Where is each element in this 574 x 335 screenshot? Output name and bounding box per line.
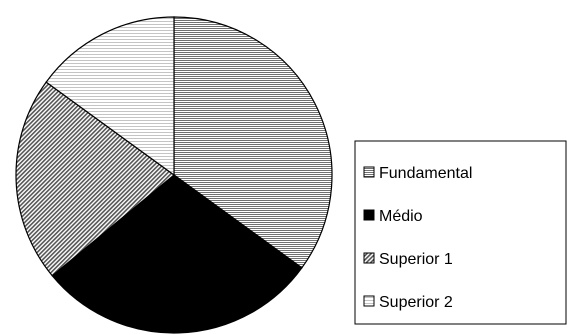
legend-swatch-3	[363, 252, 375, 264]
legend-label-3: Superior 1	[379, 251, 453, 268]
pie-slice-fundamental	[173, 16, 333, 269]
legend-swatch-1	[363, 166, 375, 178]
pie-slice-m-dio	[51, 174, 303, 334]
pie-slices	[15, 16, 333, 334]
legend-swatch-4	[363, 295, 375, 307]
legend-label-4: Superior 2	[379, 294, 453, 311]
legend: Fundamental Médio Superior 1 Superior 2	[354, 140, 567, 325]
legend-box	[354, 140, 567, 325]
legend-label-2: Médio	[379, 208, 423, 225]
legend-label-1: Fundamental	[379, 165, 472, 182]
pie-slice-superior-1	[15, 81, 175, 277]
legend-swatch-2	[363, 209, 375, 221]
pie-slice-superior-2	[45, 16, 175, 177]
